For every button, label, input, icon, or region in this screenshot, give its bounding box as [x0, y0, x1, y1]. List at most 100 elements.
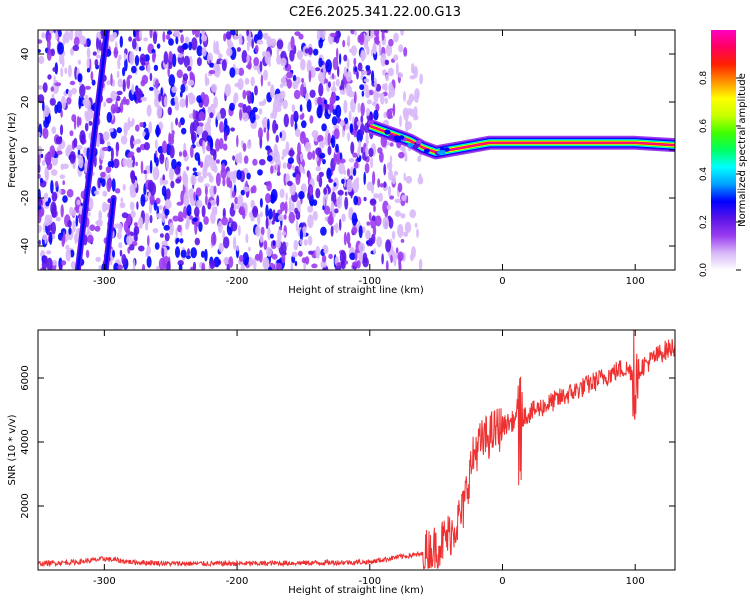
noise-speck [232, 176, 237, 184]
noise-speck [73, 117, 77, 130]
noise-speck [275, 134, 279, 143]
noise-speck [224, 83, 232, 97]
noise-speck [45, 201, 50, 207]
noise-speck [126, 76, 131, 90]
noise-speck [115, 149, 119, 157]
noise-speck [173, 30, 179, 37]
colorbar: 0.0 0.2 0.4 0.6 0.8 Normalized spectral ampl… [699, 30, 748, 277]
noise-speck [304, 48, 310, 54]
noise-speck [316, 96, 323, 105]
noise-speck [330, 86, 337, 93]
noise-speck [50, 169, 58, 176]
noise-speck [154, 242, 160, 250]
noise-speck [222, 177, 226, 187]
noise-speck [260, 74, 264, 87]
noise-speck [263, 240, 268, 251]
noise-speck [46, 162, 53, 170]
trace-blob [388, 134, 395, 139]
noise-speck [254, 85, 258, 96]
noise-speck [190, 174, 197, 186]
noise-speck [155, 157, 159, 167]
noise-speck [417, 176, 424, 185]
noise-speck [272, 119, 277, 134]
y-tick-label: -20 [20, 190, 31, 206]
noise-speck [238, 224, 241, 236]
noise-speck [197, 171, 202, 177]
noise-speck [322, 267, 327, 270]
noise-speck [92, 51, 97, 56]
noise-speck [184, 36, 190, 45]
noise-speck [316, 30, 321, 41]
noise-speck [62, 34, 66, 46]
noise-speck [238, 151, 243, 163]
trace-blob [415, 140, 422, 145]
noise-speck [46, 49, 52, 61]
noise-speck [301, 257, 307, 264]
noise-speck [385, 44, 393, 57]
noise-speck [307, 214, 314, 229]
noise-speck [296, 200, 302, 209]
noise-speck [250, 76, 255, 87]
noise-speck [393, 54, 399, 61]
noise-speck [284, 201, 288, 215]
noise-speck [77, 59, 81, 65]
noise-speck [232, 155, 236, 161]
noise-speck [131, 83, 135, 95]
noise-speck [346, 168, 351, 177]
noise-speck [177, 211, 184, 222]
noise-speck [113, 46, 119, 59]
noise-speck [95, 256, 101, 263]
noise-speck [400, 30, 405, 36]
colorbar-label: Normalized spectral amplitude [737, 73, 748, 227]
noise-speck [110, 73, 113, 86]
noise-speck [387, 92, 392, 99]
noise-speck [339, 158, 346, 164]
noise-speck [129, 244, 135, 251]
noise-speck [263, 69, 268, 81]
noise-speck [346, 178, 353, 193]
noise-speck [352, 167, 357, 177]
noise-speck [213, 62, 218, 77]
noise-speck [301, 120, 307, 129]
noise-speck [223, 33, 227, 42]
noise-speck [62, 195, 68, 203]
noise-speck [103, 101, 106, 108]
noise-speck [298, 250, 303, 257]
noise-speck [360, 122, 365, 136]
noise-speck [98, 210, 102, 221]
noise-speck [117, 78, 124, 88]
noise-speck [405, 261, 410, 270]
noise-speck [391, 117, 396, 123]
noise-speck [368, 147, 374, 158]
noise-speck [404, 152, 408, 164]
noise-speck [365, 132, 369, 147]
noise-speck [352, 152, 358, 158]
noise-speck [94, 190, 100, 195]
noise-speck [352, 179, 360, 193]
noise-speck [163, 51, 169, 65]
noise-speck [316, 174, 320, 182]
noise-speck [236, 47, 241, 52]
noise-speck [62, 180, 65, 186]
noise-speck [72, 44, 80, 52]
noise-speck [185, 94, 189, 109]
noise-speck [84, 110, 88, 120]
noise-speck [277, 164, 281, 177]
noise-speck [51, 191, 58, 202]
noise-speck [259, 60, 263, 73]
noise-speck [187, 66, 192, 72]
noise-speck [352, 261, 359, 267]
noise-speck [240, 189, 245, 196]
noise-speck [116, 231, 122, 240]
trace-blob [367, 120, 374, 125]
noise-speck [388, 168, 393, 181]
noise-speck [166, 260, 171, 270]
noise-speck [100, 171, 106, 178]
noise-speck [231, 190, 236, 198]
noise-speck [229, 30, 236, 36]
noise-speck [58, 266, 63, 270]
noise-speck [161, 185, 167, 197]
noise-speck [335, 78, 340, 87]
noise-speck [116, 90, 123, 96]
noise-speck [277, 229, 282, 242]
